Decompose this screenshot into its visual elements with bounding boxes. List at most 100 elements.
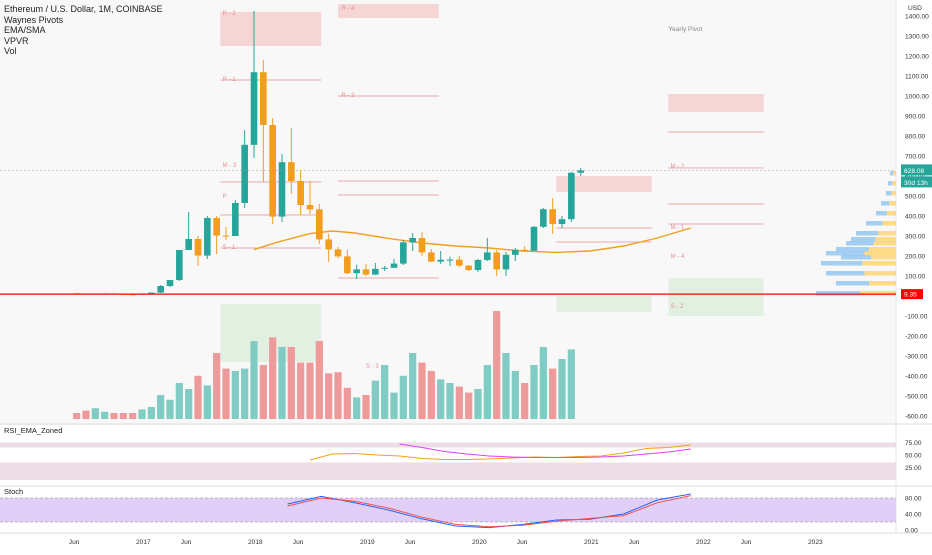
volume-bar: [558, 359, 566, 419]
volume-bar: [194, 375, 202, 419]
indicator-ema-sma[interactable]: EMA/SMA: [4, 25, 46, 35]
candle-body: [288, 162, 295, 181]
volume-bar: [91, 408, 99, 419]
volume-bar: [269, 337, 277, 419]
candle-body: [549, 209, 556, 224]
pivot-label: S - 3: [366, 364, 379, 370]
symbol-title[interactable]: Ethereum / U.S. Dollar, 1M, COINBASE: [4, 4, 163, 14]
support-price-badge: [901, 289, 923, 300]
volume-bar: [175, 383, 183, 419]
candle-body: [148, 292, 155, 294]
last-price-badge: [901, 164, 932, 176]
pivot-label: P: [223, 194, 227, 200]
candle-body: [278, 162, 286, 217]
price-axis-tick: 500.00: [905, 194, 926, 201]
candle-body: [437, 259, 444, 262]
volume-bar: [101, 411, 109, 419]
vpvr-bar: [882, 221, 896, 226]
candle-body: [512, 249, 519, 255]
vpvr-bar: [816, 291, 860, 296]
price-axis-tick: 700.00: [905, 154, 926, 161]
time-axis-tick: Jun: [181, 539, 192, 546]
stoch-axis-tick: 80.00: [905, 496, 922, 503]
candle-body: [232, 203, 239, 236]
rsi-lower-band: [0, 462, 896, 480]
volume-bar: [138, 409, 146, 419]
vpvr-bar: [873, 241, 896, 246]
candle-body: [204, 218, 211, 256]
candle-body: [577, 170, 584, 173]
price-axis-tick: 200.00: [905, 254, 926, 261]
price-axis-tick: 300.00: [905, 234, 926, 241]
candle-body: [157, 286, 164, 293]
indicator-waynes-pivots[interactable]: Waynes Pivots: [4, 14, 64, 25]
volume-bar: [371, 380, 379, 419]
indicator-vpvr[interactable]: VPVR: [4, 35, 29, 46]
candle-body: [558, 219, 566, 224]
volume-bar: [278, 347, 286, 419]
vpvr-bar: [886, 191, 892, 196]
volume-bar: [474, 389, 482, 419]
candle-body: [390, 263, 398, 268]
volume-bar: [493, 311, 501, 419]
volume-bar: [203, 385, 211, 419]
vpvr-bar: [878, 231, 896, 236]
volume-bar: [381, 365, 389, 419]
price-axis-tick: -400.00: [905, 374, 928, 381]
price-axis-tick: 800.00: [905, 134, 926, 141]
currency-label: USD: [908, 5, 922, 12]
vpvr-bar: [869, 247, 896, 252]
indicator-vol[interactable]: Vol: [4, 46, 17, 56]
candle-body: [502, 254, 510, 270]
volume-bar: [455, 386, 463, 419]
price-axis-tick: -300.00: [905, 354, 928, 361]
vpvr-bar: [846, 241, 874, 246]
volume-bar: [157, 395, 165, 419]
chart-legend: Ethereum / U.S. Dollar, 1M, COINBASE Way…: [4, 4, 163, 57]
vpvr-bar: [889, 201, 896, 206]
vpvr-bar: [862, 261, 896, 266]
last-price-label: 628.08: [904, 168, 925, 175]
time-axis-tick: Jun: [69, 539, 80, 546]
volume-bar: [502, 353, 510, 419]
vpvr-bar: [888, 181, 893, 186]
candle-body: [176, 250, 183, 280]
volume-bar: [231, 371, 239, 419]
candle-body: [269, 125, 276, 217]
pivot-zone: [668, 278, 764, 316]
candle-body: [409, 238, 416, 243]
rsi-title: RSI_EMA_Zoned: [4, 426, 62, 435]
candle-body: [334, 249, 342, 257]
vpvr-bar: [841, 255, 872, 260]
volume-bar: [306, 362, 314, 419]
volume-bar: [147, 407, 155, 419]
candle-body: [446, 259, 454, 261]
pivot-zone: [220, 12, 322, 46]
time-axis-tick: Jun: [405, 539, 416, 546]
price-axis-tick: 1300.00: [905, 34, 929, 41]
vpvr-bar: [821, 261, 863, 266]
volume-bar: [399, 375, 407, 419]
vpvr-bar: [864, 251, 896, 256]
pivot-label: M - 3: [223, 163, 237, 169]
time-axis-tick: Jun: [741, 539, 752, 546]
candle-body: [372, 268, 379, 275]
price-axis-tick: -500.00: [905, 394, 928, 401]
countdown-label: 30d 13h: [904, 180, 928, 187]
rsi-upper-band: [0, 442, 896, 448]
candle-body: [213, 218, 220, 236]
time-axis-tick: 2018: [248, 539, 263, 546]
volume-bar: [287, 347, 295, 419]
vpvr-bar: [891, 191, 896, 196]
candle-body: [484, 252, 491, 260]
price-axis-tick: -100.00: [905, 314, 928, 321]
volume-bar: [549, 368, 557, 419]
volume-bar: [539, 347, 547, 419]
volume-bar: [222, 368, 230, 419]
stoch-axis-tick: 0.00: [905, 528, 918, 535]
support-price-label: 9.35: [904, 292, 917, 299]
vpvr-bar: [826, 271, 865, 276]
volume-bar: [511, 371, 519, 419]
